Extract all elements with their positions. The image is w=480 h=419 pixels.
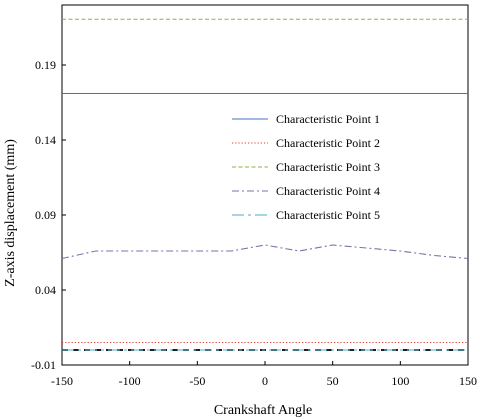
legend-label-1: Characteristic Point 1 <box>276 112 380 126</box>
y-tick-label: 0.04 <box>35 283 56 297</box>
x-tick-label: -150 <box>51 374 73 388</box>
legend-label-2: Characteristic Point 2 <box>276 136 380 150</box>
legend-label-3: Characteristic Point 3 <box>276 160 380 174</box>
x-tick-label: 50 <box>327 374 339 388</box>
y-tick-label: 0.19 <box>35 58 56 72</box>
plot-area-border <box>61 4 469 366</box>
legend-label-5: Characteristic Point 5 <box>276 208 380 222</box>
x-tick-label: 0 <box>262 374 268 388</box>
x-tick-label: 100 <box>391 374 409 388</box>
x-axis-title: Crankshaft Angle <box>214 403 312 418</box>
series-line-4 <box>61 244 469 260</box>
x-tick-label: -50 <box>189 374 205 388</box>
y-tick-label: 0.09 <box>35 208 56 222</box>
y-axis-title: Z-axis displacement (mm) <box>3 139 18 287</box>
legend-label-4: Characteristic Point 4 <box>276 184 380 198</box>
x-tick-label: 150 <box>459 374 477 388</box>
y-tick-label: -0.01 <box>31 358 56 372</box>
x-tick-label: -100 <box>119 374 141 388</box>
y-tick-label: 0.14 <box>35 133 56 147</box>
